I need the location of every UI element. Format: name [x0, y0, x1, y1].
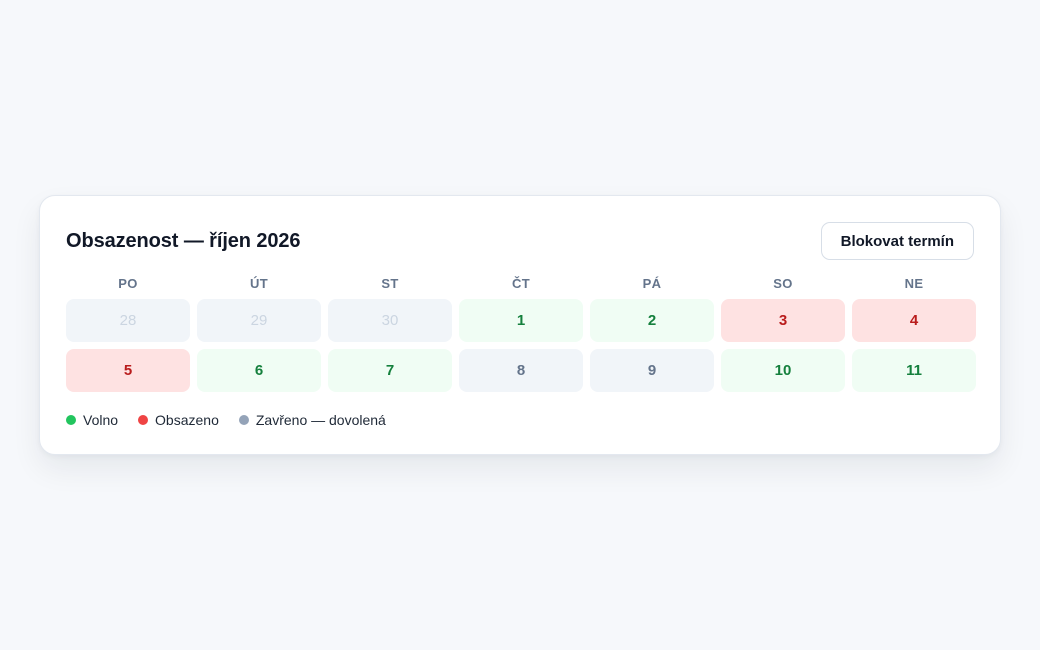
calendar-day-free[interactable]: 7 [328, 349, 452, 392]
legend-item-free: Volno [66, 412, 118, 428]
legend-item-busy: Obsazeno [138, 412, 219, 428]
legend-label: Volno [83, 412, 119, 428]
legend-label: Obsazeno [155, 412, 219, 428]
legend: Volno Obsazeno Zavřeno — dovolená [66, 412, 974, 428]
calendar-day-free[interactable]: 10 [721, 349, 845, 392]
weekday-label: NE [904, 276, 924, 291]
block-date-button[interactable]: Blokovat termín [820, 222, 974, 260]
legend-dot-icon [66, 415, 76, 425]
calendar-day-outside: 29 [197, 299, 321, 342]
calendar-day-closed[interactable]: 8 [459, 349, 583, 392]
calendar-day-outside: 30 [328, 299, 452, 342]
weekday-label: ÚT [250, 276, 268, 291]
calendar-day-busy[interactable]: 4 [852, 299, 976, 342]
weekday-label: ST [381, 276, 399, 291]
calendar-day-free[interactable]: 11 [852, 349, 976, 392]
occupancy-card: Obsazenost — říjen 2026 Blokovat termín … [39, 195, 1001, 455]
calendar-day-busy[interactable]: 3 [721, 299, 845, 342]
calendar-day-outside: 28 [66, 299, 190, 342]
calendar-day-free[interactable]: 2 [590, 299, 714, 342]
weekday-header-row: PO ÚT ST ČT PÁ SO NE [66, 276, 974, 292]
page-title: Obsazenost — říjen 2026 [66, 229, 301, 252]
weekday-label: PO [118, 276, 138, 291]
calendar-grid: 28 29 30 1 2 3 4 5 6 7 8 9 10 11 [66, 299, 976, 392]
calendar-day-busy[interactable]: 5 [66, 349, 190, 392]
weekday-label: ČT [512, 276, 530, 291]
legend-item-closed: Zavřeno — dovolená [238, 412, 386, 428]
legend-label: Zavřeno — dovolená [255, 412, 386, 428]
calendar-day-free[interactable]: 6 [197, 349, 321, 392]
legend-dot-icon [238, 415, 249, 425]
weekday-label: SO [773, 276, 793, 291]
card-header: Obsazenost — říjen 2026 Blokovat termín [66, 196, 974, 284]
weekday-label: PÁ [642, 276, 662, 291]
calendar-day-free[interactable]: 1 [459, 299, 583, 342]
legend-dot-icon [138, 415, 149, 425]
calendar-day-closed[interactable]: 9 [590, 349, 714, 392]
